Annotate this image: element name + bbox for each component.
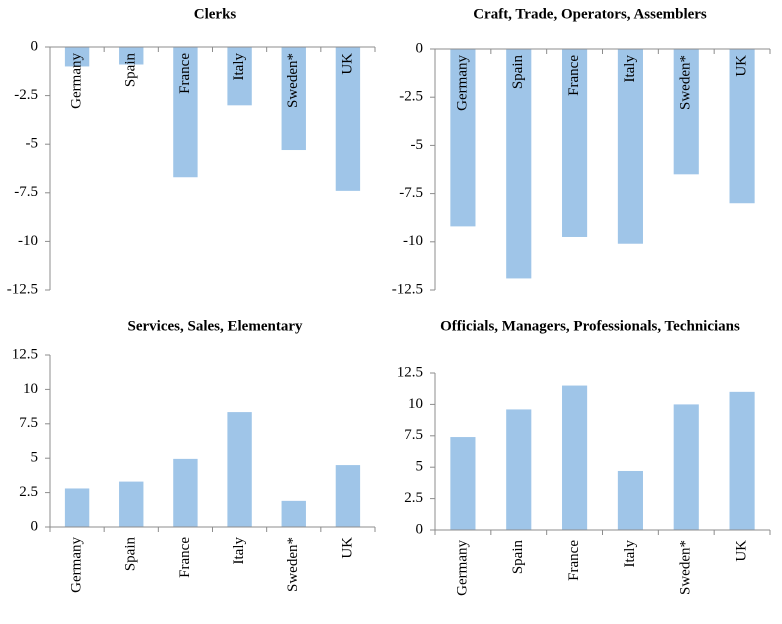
chart-title: Services, Sales, Elementary [128, 318, 303, 334]
x-tick-label: France [566, 540, 582, 581]
x-tick-label: Spain [123, 537, 139, 572]
bar [506, 409, 532, 530]
x-tick-label: UK [734, 55, 750, 77]
bar [617, 49, 643, 244]
bar [119, 47, 144, 65]
chart-title: Officials, Managers, Professionals, Tech… [440, 318, 740, 334]
y-tick-label: -7.5 [14, 184, 38, 200]
y-tick-label: 10 [23, 381, 38, 397]
x-tick-label: Spain [123, 53, 139, 88]
x-tick-label: UK [339, 53, 355, 75]
y-tick-label: -2.5 [14, 87, 38, 103]
x-tick-label: France [177, 537, 193, 578]
bar [173, 458, 198, 527]
bar [617, 470, 643, 530]
y-tick-label: 2.5 [19, 484, 38, 500]
bar [281, 500, 306, 527]
x-tick-label: UK [734, 540, 750, 562]
bar [281, 47, 306, 151]
x-tick-label: Spain [510, 540, 526, 575]
x-tick-label: Sweden* [678, 55, 694, 110]
y-tick-label: 0 [416, 40, 424, 56]
chart-title: Clerks [194, 6, 237, 22]
x-tick-label: Sweden* [678, 540, 694, 595]
x-tick-label: Italy [231, 537, 247, 565]
bar [119, 481, 144, 527]
bar [450, 49, 476, 227]
y-tick-label: 12.5 [12, 346, 38, 362]
y-tick-label: 0 [31, 518, 39, 534]
y-tick-label: 0 [416, 521, 424, 537]
x-tick-label: Italy [622, 55, 638, 83]
y-tick-label: 5 [416, 459, 424, 475]
bar [335, 47, 361, 191]
x-tick-label: Italy [231, 53, 247, 81]
bar [562, 385, 588, 530]
bar [729, 49, 755, 204]
y-tick-label: -12.5 [392, 281, 423, 297]
x-tick-label: Sweden* [285, 53, 301, 108]
x-tick-label: UK [339, 537, 355, 559]
y-tick-label: -5 [411, 137, 424, 153]
bar [64, 47, 90, 67]
bar [173, 47, 198, 178]
x-tick-label: France [177, 53, 193, 94]
y-tick-label: -12.5 [7, 281, 38, 297]
bar [450, 437, 476, 530]
bar [227, 47, 252, 106]
y-tick-label: 7.5 [404, 427, 423, 443]
bar [673, 49, 699, 175]
x-tick-label: Germany [454, 540, 470, 596]
y-tick-label: 2.5 [404, 490, 423, 506]
bar [729, 391, 755, 530]
x-tick-label: Sweden* [285, 537, 301, 592]
x-tick-label: Germany [69, 537, 85, 593]
x-tick-label: France [566, 55, 582, 96]
bar [673, 404, 699, 530]
y-tick-label: 0 [31, 38, 39, 54]
x-tick-label: Italy [622, 540, 638, 568]
x-tick-label: Germany [454, 55, 470, 111]
x-tick-label: Spain [510, 55, 526, 90]
y-tick-label: 7.5 [19, 415, 38, 431]
y-tick-label: -10 [18, 233, 38, 249]
y-tick-label: -2.5 [399, 89, 423, 105]
y-tick-label: 5 [31, 450, 39, 466]
x-tick-label: Germany [69, 53, 85, 109]
y-tick-label: -10 [403, 233, 423, 249]
bar [506, 49, 532, 279]
bar [562, 49, 588, 237]
y-tick-label: 12.5 [397, 364, 423, 380]
chart-title: Craft, Trade, Operators, Assemblers [473, 6, 707, 22]
y-tick-label: -5 [26, 136, 39, 152]
bar [335, 465, 361, 527]
y-tick-label: 10 [408, 396, 423, 412]
y-tick-label: -7.5 [399, 185, 423, 201]
bar [64, 488, 90, 527]
bar [227, 412, 252, 527]
